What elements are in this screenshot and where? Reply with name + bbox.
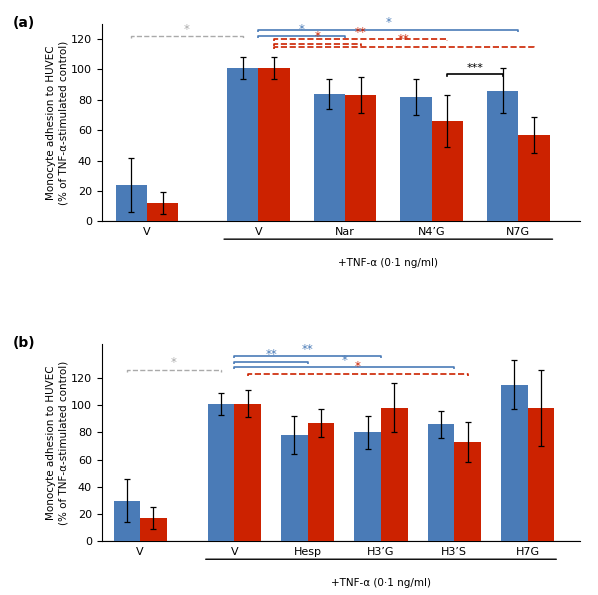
Text: ***: *** [466,64,483,74]
Text: **: ** [265,348,277,361]
Bar [400,97,432,221]
Text: *: * [171,356,177,369]
Bar [487,90,518,221]
Text: **: ** [398,33,410,46]
Bar [208,404,234,541]
Bar [345,95,376,221]
Bar [115,185,147,221]
Text: *: * [184,23,190,36]
Text: *: * [385,17,391,29]
Bar [308,423,334,541]
Text: (a): (a) [13,16,35,30]
Bar [527,408,554,541]
Bar [227,68,258,221]
Bar [428,424,454,541]
Bar [147,203,178,221]
Y-axis label: Monocyte adhesion to HUVEC
(% of TNF-α-stimulated control): Monocyte adhesion to HUVEC (% of TNF-α-s… [47,40,68,205]
Bar [454,442,481,541]
Bar [313,93,345,221]
Text: *: * [355,361,361,374]
Text: **: ** [302,343,313,356]
Text: +TNF-α (0·1 ng/ml): +TNF-α (0·1 ng/ml) [331,578,431,588]
Bar [518,134,550,221]
Bar [140,518,167,541]
Text: (b): (b) [13,336,36,350]
Text: **: ** [355,26,367,39]
Text: *: * [299,23,304,36]
Bar [281,435,308,541]
Bar [381,408,408,541]
Text: +TNF-α (0·1 ng/ml): +TNF-α (0·1 ng/ml) [338,258,438,268]
Text: *: * [341,353,347,367]
Bar [432,121,463,221]
Bar [114,500,140,541]
Bar [234,404,261,541]
Bar [258,68,289,221]
Text: *: * [315,30,321,43]
Y-axis label: Monocyte adhesion to HUVEC
(% of TNF-α-stimulated control): Monocyte adhesion to HUVEC (% of TNF-α-s… [47,361,68,525]
Bar [501,385,527,541]
Bar [355,433,381,541]
